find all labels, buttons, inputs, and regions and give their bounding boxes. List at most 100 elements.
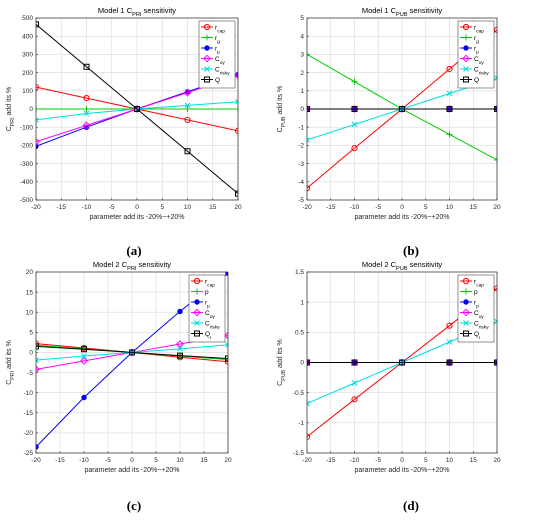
legend-marker: [463, 330, 469, 337]
y-tick-label: -1.5: [293, 450, 305, 457]
data-point: [82, 121, 91, 130]
x-tick-label: 5: [154, 457, 158, 464]
y-tick-label: 4: [300, 33, 304, 40]
x-tick-label: -20: [31, 204, 41, 211]
y-tick-label: 10: [26, 309, 34, 316]
data-point: [36, 21, 39, 28]
legend-entry: rg: [215, 35, 220, 45]
x-tick-label: -20: [302, 457, 312, 464]
y-tick-label: -1: [298, 420, 304, 427]
data-point: [351, 121, 358, 128]
x-tick-label: 20: [493, 457, 501, 464]
chart-title: Model 2 CPRI sensitivity: [93, 260, 171, 272]
y-tick-label: -25: [24, 450, 34, 457]
y-tick-label: 100: [22, 88, 33, 95]
data-point: [235, 98, 238, 105]
legend-marker: [204, 76, 210, 83]
y-axis-label: CPUB add its %: [277, 339, 287, 386]
legend-marker: [463, 299, 469, 305]
data-point: [83, 106, 90, 112]
data-point: [494, 359, 497, 366]
data-point: [183, 88, 192, 97]
legend-entry: rp: [215, 45, 220, 55]
data-point: [446, 322, 453, 329]
legend-marker: [463, 45, 469, 51]
data-point: [177, 352, 183, 359]
data-point: [36, 106, 39, 112]
legend-entry: Crisky: [474, 66, 489, 76]
data-point: [399, 106, 405, 112]
x-tick-label: -5: [375, 204, 381, 211]
legend-entry: rp: [205, 299, 210, 309]
data-point: [81, 353, 87, 359]
legend-entry: rg: [474, 35, 479, 45]
legend-marker: [463, 76, 469, 83]
series-group: [307, 26, 497, 192]
y-axis-label: CPRI add its %: [6, 340, 16, 385]
y-tick-label: -20: [24, 430, 34, 437]
x-axis-label: parameter add its -20%~+20%: [355, 467, 450, 474]
legend-entry: Q: [215, 77, 220, 84]
x-tick-label: 20: [224, 457, 232, 464]
legend-entry: Crisky: [215, 66, 230, 76]
x-tick-label: 15: [200, 457, 208, 464]
x-axis-label: parameter add its -20%~+20%: [90, 214, 185, 221]
x-tick-label: -15: [326, 457, 336, 464]
legend-marker: [204, 34, 210, 41]
data-point: [351, 78, 358, 85]
data-point: [36, 365, 40, 374]
legend-entry: Q: [474, 77, 479, 84]
legend-marker: [462, 23, 470, 31]
data-point: [177, 345, 183, 352]
legend-entry: QI: [205, 331, 211, 341]
y-tick-label: -500: [20, 197, 33, 204]
data-point: [184, 102, 191, 109]
x-tick-label: -5: [105, 457, 111, 464]
chart-panel-4: -20 -15 -10 -5 0 5 10 15 20 -1.5 -1 -0.5 0 0.5 1 1.5 Mod…: [277, 260, 501, 474]
data-point: [351, 396, 358, 403]
y-tick-label: 1: [300, 299, 304, 306]
legend-marker: [204, 66, 210, 72]
x-tick-label: 10: [446, 457, 454, 464]
y-tick-label: -15: [24, 410, 34, 417]
y-tick-label: -3: [298, 161, 304, 168]
x-tick-label: 10: [176, 457, 184, 464]
x-tick-label: 15: [470, 457, 478, 464]
legend-entry: Coy: [474, 56, 484, 66]
data-point: [225, 341, 228, 348]
legend-marker: [462, 308, 470, 317]
y-tick-label: 5: [29, 330, 33, 337]
y-tick-label: -1: [298, 124, 304, 131]
legend-marker: [194, 299, 200, 305]
x-tick-label: 15: [209, 204, 217, 211]
x-tick-label: 0: [135, 204, 139, 211]
data-point: [129, 349, 135, 356]
legend-entry: p: [474, 289, 478, 296]
legend-entry: QI: [474, 331, 480, 341]
y-axis-label: CPRI add its %: [6, 87, 16, 132]
data-point: [177, 308, 183, 315]
data-point: [224, 331, 228, 340]
data-point: [351, 145, 358, 152]
y-tick-label: 20: [26, 269, 34, 276]
x-tick-label: -15: [57, 204, 67, 211]
y-tick-label: -10: [24, 390, 34, 397]
legend-entry: rcap: [474, 24, 484, 34]
data-point: [351, 380, 358, 386]
legend-entry: rcap: [215, 24, 225, 34]
y-tick-label: 400: [22, 33, 33, 40]
data-point: [81, 346, 87, 353]
y-tick-label: 0.5: [295, 330, 304, 337]
data-point: [446, 339, 453, 345]
legend-entry: rp: [474, 45, 479, 55]
data-point: [446, 106, 453, 112]
data-point: [494, 156, 497, 163]
y-tick-label: 300: [22, 52, 33, 59]
caption-d: (d): [403, 498, 419, 513]
x-tick-label: -10: [82, 204, 92, 211]
x-tick-label: -15: [326, 204, 336, 211]
data-point: [36, 117, 39, 123]
y-tick-label: 1.5: [295, 269, 304, 276]
